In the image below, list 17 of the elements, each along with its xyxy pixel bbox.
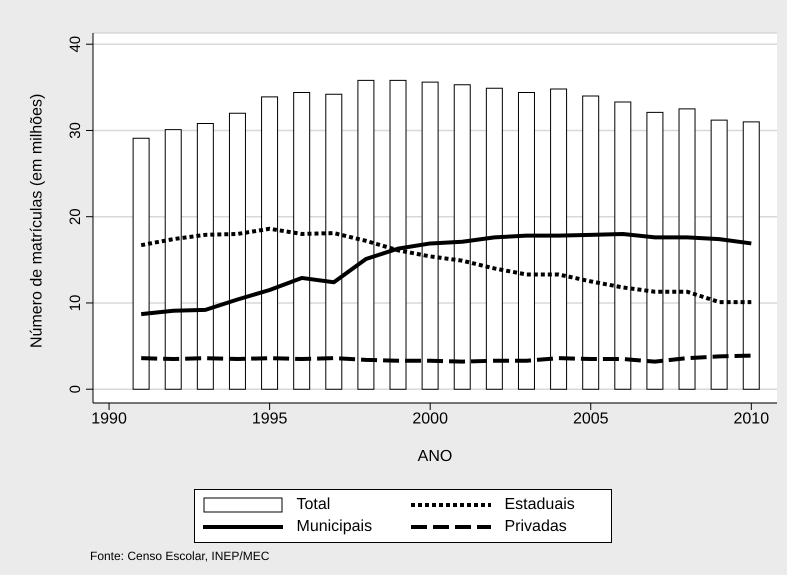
legend-label: Estaduais	[504, 496, 575, 514]
y-tick-label: 40	[67, 36, 84, 53]
y-tick-label: 10	[67, 294, 84, 312]
y-tick-label: 30	[67, 122, 84, 139]
source-note: Fonte: Censo Escolar, INEP/MEC	[90, 549, 270, 563]
x-tick-label: 2000	[412, 410, 448, 428]
y-tick-label: 20	[67, 208, 84, 226]
x-tick-label: 1995	[252, 410, 288, 428]
x-tick-label: 2005	[572, 410, 609, 428]
y-tick-label: 0	[67, 385, 84, 394]
legend-label: Municipais	[296, 518, 372, 536]
x-axis-title: ANO	[418, 448, 452, 465]
x-tick-label: 2010	[734, 410, 770, 428]
y-axis-title: Número de matrículas (em milhões)	[28, 94, 46, 348]
x-tick-label: 1990	[91, 410, 127, 428]
legend-label: Privadas	[504, 518, 567, 536]
legend-label: Total	[296, 496, 330, 514]
